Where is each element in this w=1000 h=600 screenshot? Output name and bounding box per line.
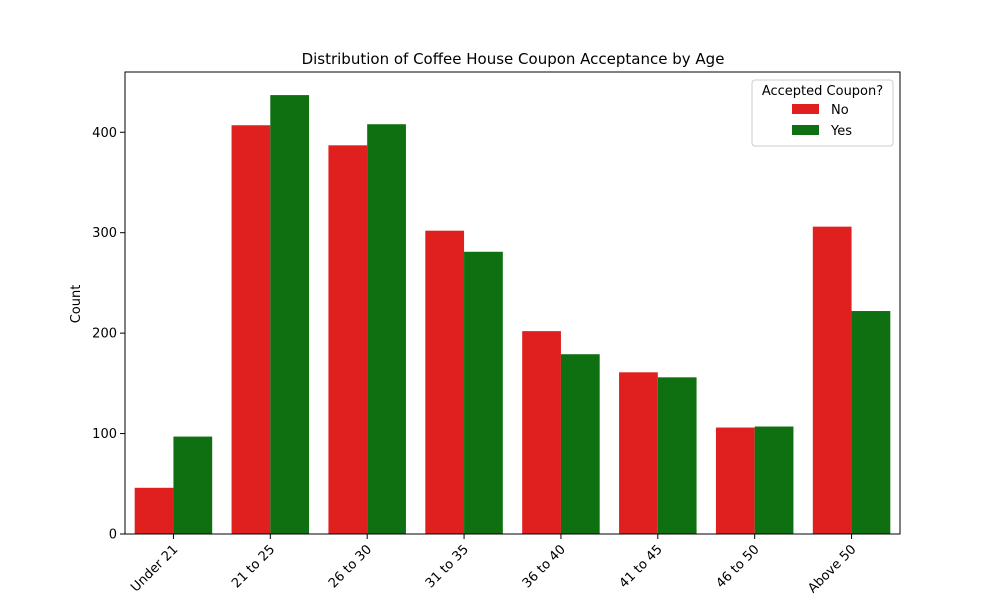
x-tick-label-4: 36 to 40 — [520, 542, 569, 591]
x-tick-label-6: 46 to 50 — [713, 542, 762, 591]
x-tick-label-5: 41 to 45 — [617, 542, 666, 591]
bar-yes-5 — [657, 377, 697, 534]
chart-title: Distribution of Coffee House Coupon Acce… — [302, 50, 725, 68]
x-tick-label-3: 31 to 35 — [423, 542, 472, 591]
bar-yes-3 — [464, 251, 503, 534]
bar-yes-6 — [754, 426, 794, 534]
legend-swatch-yes — [792, 125, 819, 135]
bar-no-0 — [134, 487, 174, 534]
x-tick-label-0: Under 21 — [128, 542, 181, 595]
y-tick-label-0: 0 — [109, 528, 117, 543]
x-axis: Under 21 21 to 25 26 to 30 31 to 35 36 to 40… — [128, 534, 859, 596]
y-axis: 0 100 200 300 400 — [92, 126, 125, 543]
y-tick-label-4: 400 — [92, 126, 117, 141]
bar-no-6 — [715, 427, 755, 534]
bar-no-5 — [619, 372, 658, 534]
bar-yes-4 — [560, 354, 600, 534]
bar-yes-1 — [270, 95, 310, 534]
legend-title: Accepted Coupon? — [762, 84, 883, 99]
bar-no-3 — [425, 230, 465, 534]
bars-group — [134, 95, 891, 535]
legend: Accepted Coupon? No Yes — [751, 79, 894, 147]
x-tick-label-1: 21 to 25 — [229, 542, 278, 591]
bar-yes-7 — [851, 311, 891, 534]
y-tick-label-2: 200 — [92, 327, 117, 342]
legend-box — [751, 79, 894, 147]
bar-no-4 — [522, 331, 561, 534]
y-axis-label: Count — [69, 285, 84, 324]
bar-yes-0 — [173, 436, 213, 534]
bar-yes-2 — [367, 124, 406, 535]
bar-no-7 — [812, 226, 852, 535]
legend-label-yes: Yes — [830, 124, 852, 139]
plot-frame — [124, 71, 901, 535]
legend-items: No Yes — [792, 103, 852, 139]
y-tick-label-1: 100 — [92, 427, 117, 442]
bar-no-2 — [328, 145, 368, 535]
legend-label-no: No — [831, 103, 849, 118]
x-tick-label-7: Above 50 — [805, 542, 859, 596]
y-tick-label-3: 300 — [92, 226, 117, 241]
x-tick-label-2: 26 to 30 — [326, 542, 375, 591]
legend-swatch-no — [792, 104, 819, 114]
bar-no-1 — [231, 125, 271, 534]
